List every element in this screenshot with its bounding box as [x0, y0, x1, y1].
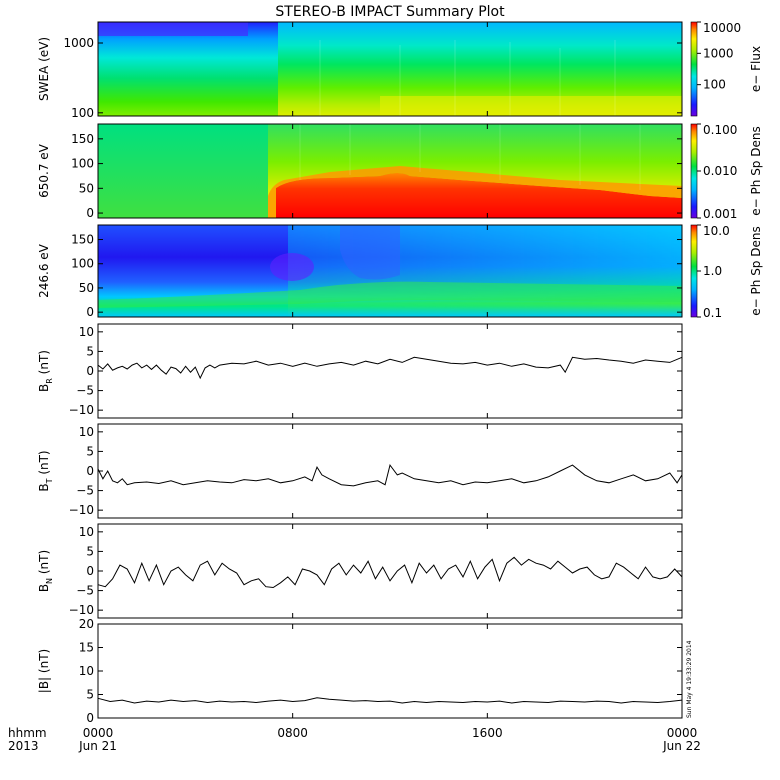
y-tick-label: 5: [86, 688, 94, 702]
x-date-label: Jun 22: [662, 739, 701, 753]
pad-650-texture: [299, 124, 641, 190]
x-tick-label: 1600: [472, 726, 503, 740]
bmag-ylabel: |B| (nT): [37, 649, 51, 693]
x-year-label: 2013: [8, 739, 39, 753]
br-panel: BR (nT): [37, 323, 683, 419]
y-tick-label: 20: [79, 617, 94, 631]
pad-650-frame: [97, 123, 683, 219]
colorbar-tick-label: 1000: [703, 46, 734, 60]
pad-246-colorbar-label: e− Ph Sp Dens: [749, 226, 763, 315]
y-tick-label: 5: [86, 444, 94, 458]
pad-246-colorbar: [690, 224, 698, 318]
x-format-label: hhmm: [8, 726, 47, 740]
bt-frame: [97, 423, 683, 519]
field-series-line: [97, 556, 683, 589]
pad-650-panel: 650.7 eV e− Ph Sp Dens: [37, 123, 763, 219]
y-tick-label: 10: [79, 425, 94, 439]
pad-650-spectrogram-early: [98, 124, 268, 218]
y-tick-label: 1000: [63, 36, 94, 50]
y-tick-label: 100: [71, 257, 94, 271]
swea-texture: [319, 40, 616, 116]
colorbar-tick-label: 0.010: [703, 164, 737, 178]
colorbar-tick-label: 10.0: [703, 224, 730, 238]
bmag-panel: |B| (nT): [37, 623, 683, 719]
pad-246-panel: 246.6 eV e− Ph Sp Dens: [37, 224, 763, 318]
y-tick-label: 10: [79, 525, 94, 539]
swea-panel: SWEA (eV) e− Flux: [37, 21, 763, 117]
y-tick-label: 50: [79, 281, 94, 295]
br-ylabel: BR (nT): [37, 350, 54, 392]
bt-panel: BT (nT): [37, 423, 683, 519]
y-tick-label: 5: [86, 344, 94, 358]
y-tick-label: 10: [79, 664, 94, 678]
field-series-line: [97, 356, 683, 380]
y-tick-label: 150: [71, 233, 94, 247]
colorbar-tick-label: 10000: [703, 21, 741, 35]
pad-246-green-band: [98, 281, 682, 308]
swea-frame: [97, 21, 683, 117]
y-tick-label: 0: [86, 711, 94, 725]
y-tick-label: 15: [79, 641, 94, 655]
y-tick-label: 5: [86, 544, 94, 558]
generated-marks: 10001001000010001001501005000.1000.0100.…: [63, 21, 741, 753]
y-tick-label: 0: [86, 206, 94, 220]
swea-colorbar-label: e− Flux: [749, 46, 763, 92]
bn-frame: [97, 523, 683, 619]
y-tick-label: −10: [69, 503, 94, 517]
field-series-line: [97, 463, 683, 487]
colorbar-tick-label: 0.1: [703, 306, 722, 320]
colorbar-tick-label: 1.0: [703, 264, 722, 278]
br-frame: [97, 323, 683, 419]
y-tick-label: 0: [86, 364, 94, 378]
y-tick-label: −5: [76, 384, 94, 398]
bn-ylabel: BN (nT): [37, 550, 54, 592]
swea-late-yellow: [380, 96, 682, 116]
bmag-frame: [97, 623, 683, 719]
y-tick-label: 50: [79, 181, 94, 195]
y-tick-label: −5: [76, 584, 94, 598]
swea-early-purple: [98, 22, 248, 36]
colorbar-tick-label: 0.001: [703, 207, 737, 221]
y-tick-label: −5: [76, 484, 94, 498]
swea-ylabel: SWEA (eV): [37, 37, 51, 101]
colorbar-tick-label: 0.100: [703, 123, 737, 137]
y-tick-label: 150: [71, 132, 94, 146]
y-tick-label: −10: [69, 603, 94, 617]
pad-246-blue-tongue: [340, 225, 400, 280]
timestamp: Sun May 4 19:33:29 2014: [686, 640, 693, 718]
y-tick-label: 0: [86, 564, 94, 578]
pad-650-colorbar: [690, 123, 698, 219]
y-tick-label: 0: [86, 305, 94, 319]
pad-650-ylabel: 650.7 eV: [37, 143, 51, 198]
x-tick-label: 0000: [667, 726, 698, 740]
swea-colorbar: [690, 21, 698, 117]
y-tick-label: 100: [71, 157, 94, 171]
y-tick-label: 10: [79, 325, 94, 339]
bt-ylabel: BT (nT): [37, 450, 54, 491]
y-tick-label: 100: [71, 106, 94, 120]
x-date-label: Jun 21: [78, 739, 117, 753]
pad-650-orange-rim: [268, 166, 682, 218]
x-tick-label: 0800: [277, 726, 308, 740]
y-tick-label: 0: [86, 464, 94, 478]
swea-spectrogram-early: [98, 22, 278, 116]
field-series-line: [97, 697, 683, 704]
x-tick-label: 0000: [83, 726, 114, 740]
plot-title: STEREO-B IMPACT Summary Plot: [275, 4, 505, 20]
pad-246-frame: [97, 224, 683, 318]
pad-650-red-band: [276, 173, 682, 218]
pad-246-ylabel: 246.6 eV: [37, 243, 51, 298]
pad-246-purple-patch: [270, 253, 314, 281]
y-tick-label: −10: [69, 403, 94, 417]
colorbar-tick-label: 100: [703, 78, 726, 92]
pad-650-colorbar-label: e− Ph Sp Dens: [749, 126, 763, 215]
